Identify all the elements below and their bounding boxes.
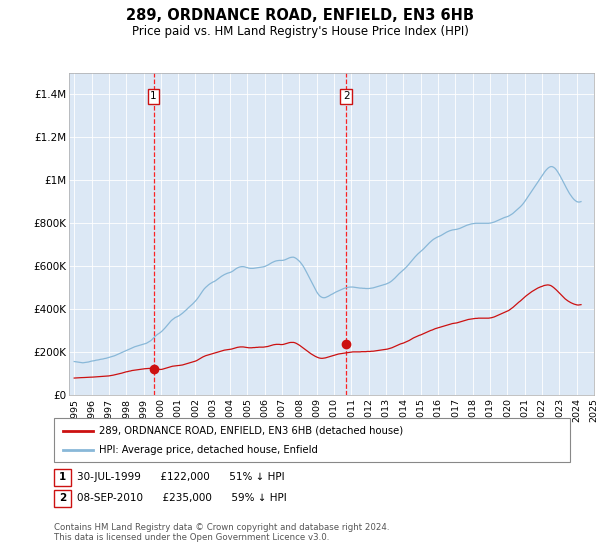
Text: 289, ORDNANCE ROAD, ENFIELD, EN3 6HB: 289, ORDNANCE ROAD, ENFIELD, EN3 6HB xyxy=(126,8,474,24)
Text: 2: 2 xyxy=(59,493,66,503)
Text: HPI: Average price, detached house, Enfield: HPI: Average price, detached house, Enfi… xyxy=(99,445,318,455)
Text: 08-SEP-2010      £235,000      59% ↓ HPI: 08-SEP-2010 £235,000 59% ↓ HPI xyxy=(77,493,287,503)
Text: 289, ORDNANCE ROAD, ENFIELD, EN3 6HB (detached house): 289, ORDNANCE ROAD, ENFIELD, EN3 6HB (de… xyxy=(99,426,403,436)
Text: 1: 1 xyxy=(150,91,157,101)
Text: 30-JUL-1999      £122,000      51% ↓ HPI: 30-JUL-1999 £122,000 51% ↓ HPI xyxy=(77,472,284,482)
Text: Price paid vs. HM Land Registry's House Price Index (HPI): Price paid vs. HM Land Registry's House … xyxy=(131,25,469,38)
Text: 2: 2 xyxy=(343,91,350,101)
Text: Contains HM Land Registry data © Crown copyright and database right 2024.
This d: Contains HM Land Registry data © Crown c… xyxy=(54,523,389,543)
Text: 1: 1 xyxy=(59,472,66,482)
